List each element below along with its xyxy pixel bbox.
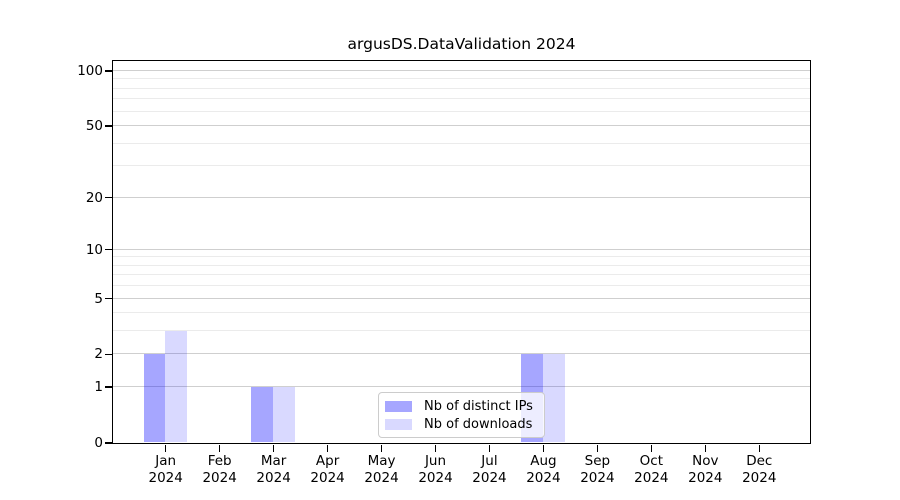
bar-nb-of-distinct-ips-jan: [143, 353, 166, 443]
y-tick-label-5: 5: [94, 290, 103, 307]
gridline-minor-y7: [112, 274, 810, 276]
x-tick-label-nov: Nov 2024: [673, 453, 737, 487]
x-tick-label-feb: Feb 2024: [188, 453, 252, 487]
x-tick-month: Apr: [315, 453, 340, 469]
x-tick-month: Mar: [260, 453, 287, 469]
gridline-minor-y8: [112, 264, 810, 266]
x-tick-year: 2024: [310, 470, 345, 486]
x-tick-mar: [272, 444, 275, 452]
x-tick-year: 2024: [202, 470, 237, 486]
gridline-minor-y40: [112, 142, 810, 144]
y-tick-50: [104, 125, 112, 127]
gridline-minor-y30: [112, 165, 810, 167]
x-tick-may: [380, 444, 383, 452]
y-tick-label-50: 50: [85, 118, 103, 135]
x-tick-year: 2024: [634, 470, 669, 486]
legend-item-distinct-ips: Nb of distinct IPs: [385, 399, 536, 414]
x-tick-feb: [219, 444, 221, 452]
x-tick-aug: [542, 444, 545, 452]
gridline-major-y1: [112, 386, 810, 388]
gridline-minor-y6: [112, 285, 810, 287]
legend-swatch-downloads: [385, 418, 412, 430]
x-tick-year: 2024: [472, 470, 507, 486]
x-tick-label-may: May 2024: [350, 453, 414, 487]
y-tick-5: [104, 297, 112, 300]
y-tick-100: [104, 70, 112, 72]
x-tick-label-dec: Dec 2024: [727, 453, 791, 487]
x-tick-month: Nov: [692, 453, 719, 469]
x-tick-jan: [165, 444, 167, 452]
plot-area: [111, 59, 811, 444]
x-tick-apr: [326, 444, 329, 452]
x-tick-month: Jul: [481, 453, 498, 469]
gridline-minor-y60: [112, 110, 810, 112]
bar-nb-of-downloads-jan: [165, 330, 187, 443]
x-tick-year: 2024: [364, 470, 399, 486]
y-tick-label-0: 0: [94, 435, 103, 451]
y-tick-0: [104, 442, 112, 444]
y-tick-2: [104, 353, 112, 356]
x-tick-month: Feb: [207, 453, 232, 469]
legend-label-distinct-ips: Nb of distinct IPs: [424, 398, 533, 414]
legend: Nb of distinct IPs Nb of downloads: [378, 392, 545, 438]
y-tick-label-2: 2: [94, 346, 103, 363]
y-tick-label-100: 100: [77, 63, 103, 80]
bar-nb-of-downloads-aug: [542, 353, 565, 443]
x-tick-label-sep: Sep 2024: [565, 453, 629, 487]
gridline-major-y5: [112, 297, 810, 299]
bar-nb-of-distinct-ips-mar: [251, 386, 274, 443]
x-tick-month: Dec: [746, 453, 773, 469]
x-tick-oct: [650, 444, 652, 452]
y-tick-label-20: 20: [85, 189, 103, 206]
legend-label-downloads: Nb of downloads: [424, 416, 533, 432]
x-tick-nov: [704, 444, 706, 452]
gridline-major-y100: [112, 70, 810, 72]
gridline-minor-y80: [112, 87, 810, 89]
x-tick-year: 2024: [256, 470, 291, 486]
plot-canvas: [112, 61, 810, 443]
x-tick-label-jun: Jun 2024: [404, 453, 468, 487]
x-tick-label-aug: Aug 2024: [511, 453, 575, 487]
legend-item-downloads: Nb of downloads: [385, 417, 536, 432]
x-tick-month: Aug: [530, 453, 557, 469]
x-tick-year: 2024: [418, 470, 453, 486]
gridline-minor-y70: [112, 98, 810, 100]
gridline-major-y50: [112, 125, 810, 127]
x-tick-year: 2024: [526, 470, 561, 486]
x-tick-label-jul: Jul 2024: [457, 453, 521, 487]
x-tick-year: 2024: [688, 470, 723, 486]
x-tick-label-mar: Mar 2024: [242, 453, 306, 487]
x-tick-label-oct: Oct 2024: [619, 453, 683, 487]
gridline-major-y20: [112, 196, 810, 198]
x-tick-year: 2024: [742, 470, 777, 486]
gridline-minor-y3: [112, 330, 810, 332]
gridline-major-y2: [112, 353, 810, 355]
x-tick-month: May: [367, 453, 396, 469]
y-tick-20: [104, 196, 112, 199]
y-tick-10: [104, 249, 112, 251]
x-tick-month: Sep: [584, 453, 611, 469]
bar-nb-of-downloads-mar: [273, 386, 295, 443]
y-tick-1: [104, 386, 112, 388]
legend-swatch-distinct-ips: [385, 400, 412, 412]
x-tick-dec: [758, 444, 760, 452]
x-tick-jul: [488, 444, 491, 452]
x-tick-jun: [434, 444, 437, 452]
y-tick-label-1: 1: [94, 379, 103, 396]
gridline-minor-y4: [112, 312, 810, 314]
x-tick-label-jan: Jan 2024: [134, 453, 198, 487]
x-tick-year: 2024: [580, 470, 615, 486]
gridline-minor-y90: [112, 78, 810, 80]
y-tick-label-10: 10: [85, 241, 103, 258]
x-tick-label-apr: Apr 2024: [296, 453, 360, 487]
x-tick-year: 2024: [148, 470, 183, 486]
x-tick-month: Jan: [155, 453, 177, 469]
x-tick-month: Oct: [639, 453, 663, 469]
x-tick-sep: [596, 444, 599, 452]
chart-title: argusDS.DataValidation 2024: [347, 35, 576, 53]
gridline-minor-y9: [112, 256, 810, 258]
gridline-major-y10: [112, 248, 810, 250]
x-tick-month: Jun: [424, 453, 447, 469]
